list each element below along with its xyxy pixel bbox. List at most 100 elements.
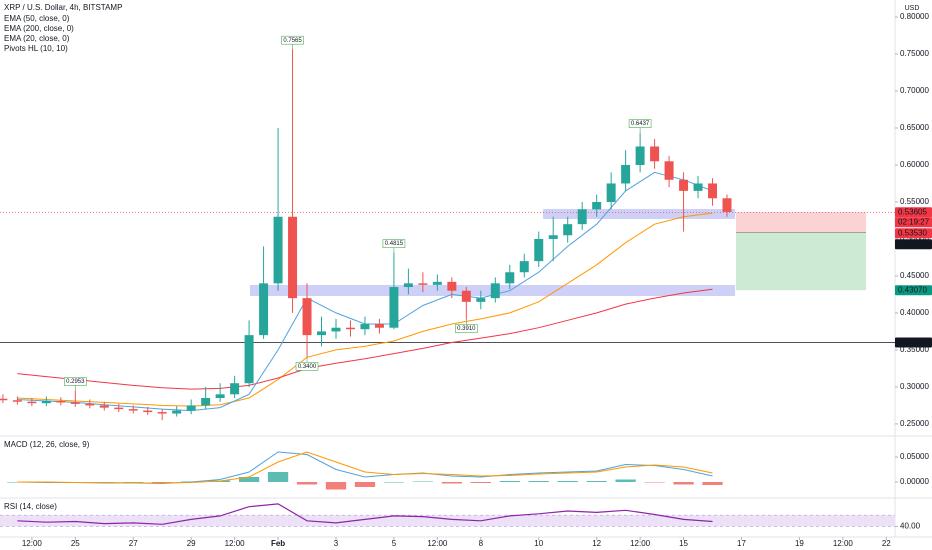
y-tick-label: 0.50000 — [900, 234, 929, 243]
candle-body — [534, 238, 544, 262]
x-tick-label: 12:00 — [833, 539, 854, 548]
histogram-bar — [528, 481, 549, 482]
pane-title: RSI (14, close) — [4, 502, 57, 511]
histogram-bar — [557, 481, 578, 482]
candle-body — [635, 146, 645, 165]
pivot-box — [64, 377, 87, 386]
histogram-bar — [615, 479, 636, 482]
candle-body — [302, 298, 312, 336]
histogram-bar — [267, 472, 289, 482]
pivot-label: 0.7565 — [283, 38, 302, 44]
pivot-box — [281, 35, 304, 45]
candle-body — [317, 331, 326, 336]
candle-body — [476, 298, 486, 302]
chart-title: XRP / U.S. Dollar, 4h, BITSTAMP — [4, 3, 122, 12]
candle-body — [0, 398, 8, 401]
x-tick-label: 22 — [882, 539, 891, 548]
position-loss — [735, 211, 867, 233]
candle-body — [56, 400, 66, 403]
pivot-label: 0.3910 — [457, 326, 476, 332]
pivot-label: 0.3400 — [298, 364, 317, 370]
legend-entry: Pivots HL (10, 10) — [4, 44, 68, 53]
price-label-bg — [895, 337, 932, 348]
candle-body — [259, 283, 269, 336]
candle-body — [432, 281, 442, 285]
candle-body — [172, 410, 182, 414]
currency: USD — [905, 5, 920, 12]
candle-body — [548, 235, 558, 239]
x-tick-label: 17 — [737, 539, 746, 548]
candle-body — [505, 272, 515, 284]
candle-body — [592, 201, 602, 210]
y-tick-label: 0.40000 — [900, 308, 929, 317]
y-tick-label: 0.45000 — [900, 271, 929, 280]
y-tick-label: 0.70000 — [900, 86, 929, 95]
y-tick-label: 0.80000 — [900, 12, 929, 21]
x-tick-label: 25 — [71, 539, 80, 548]
position-profit — [735, 232, 867, 291]
countdown-bg — [895, 217, 932, 228]
y-tick-label: 0.75000 — [900, 49, 929, 58]
candle-body — [143, 410, 153, 413]
candle-body — [664, 161, 674, 180]
price-label: 0.53530 — [898, 228, 927, 237]
histogram-bar — [644, 482, 665, 483]
histogram-bar — [441, 482, 462, 484]
histogram-bar — [354, 482, 376, 487]
histogram-bar — [470, 482, 491, 483]
price-label: 0.53605 — [898, 207, 927, 216]
candle-body — [85, 403, 95, 406]
histogram-bar — [586, 481, 607, 482]
x-tick-label: 15 — [679, 539, 688, 548]
x-tick-label: Feb — [271, 539, 285, 548]
y-tick-label: 0.60000 — [900, 160, 929, 169]
x-tick-label: 12:00 — [22, 539, 43, 548]
candle-body — [27, 401, 37, 404]
candle-body — [374, 324, 384, 328]
candle-body — [519, 261, 529, 273]
ema-line — [17, 212, 713, 407]
candle-body — [128, 409, 138, 411]
x-tick-label: 10 — [534, 539, 543, 548]
price-label-bg — [895, 239, 932, 250]
pane-title: MACD (12, 26, close, 9) — [4, 440, 90, 449]
countdown: 02:19:27 — [898, 217, 930, 226]
candle-body — [157, 412, 167, 414]
histogram-bar — [7, 482, 28, 483]
rsi-band — [0, 515, 895, 527]
x-tick-label: 19 — [795, 539, 804, 548]
histogram-bar — [702, 482, 723, 485]
candle-body — [201, 398, 211, 406]
pivot-box — [382, 239, 406, 248]
ema-line — [17, 288, 713, 390]
x-tick-label: 29 — [187, 539, 196, 548]
candle-body — [360, 324, 370, 330]
pivot-box — [295, 362, 319, 371]
candle-body — [186, 405, 196, 411]
histogram-bar — [412, 481, 434, 482]
candle-body — [708, 183, 718, 199]
candle-body — [461, 290, 471, 302]
price-label-bg — [895, 207, 932, 218]
histogram-bar — [325, 482, 347, 490]
price-label-bg — [895, 285, 932, 296]
price-label: 0.36000 — [898, 338, 927, 347]
candle-body — [331, 327, 341, 332]
x-tick-label: 8 — [479, 539, 484, 548]
pivot-box — [455, 324, 478, 333]
x-tick-label: 3 — [334, 539, 339, 548]
y-tick-label: 0.30000 — [900, 382, 929, 391]
legend-entry: EMA (200, close, 0) — [4, 24, 74, 33]
candle-body — [345, 327, 355, 330]
x-tick-label: 12:00 — [630, 539, 651, 548]
histogram-bar — [238, 477, 260, 482]
y-tick-label: 0.00000 — [900, 477, 929, 486]
candle-body — [244, 335, 254, 384]
x-tick-label: 12:00 — [427, 539, 448, 548]
candle-body — [621, 164, 631, 184]
y-tick-label: 0.25000 — [900, 419, 929, 428]
y-tick-label: 0.05000 — [900, 452, 929, 461]
pivot-box — [628, 119, 652, 128]
histogram-bar — [499, 481, 520, 482]
x-tick-label: 5 — [392, 539, 397, 548]
